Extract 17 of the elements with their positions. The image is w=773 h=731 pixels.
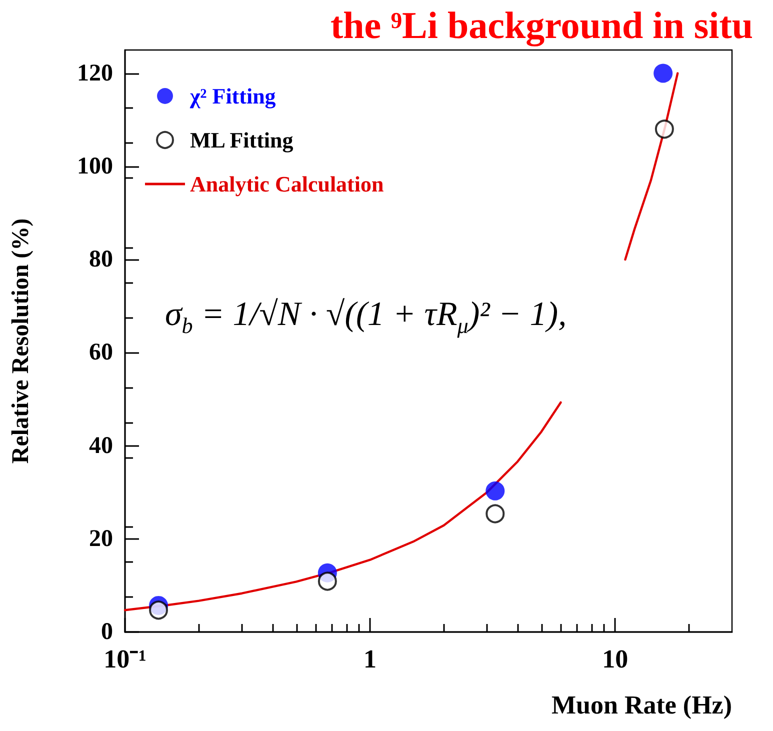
y-tick-label: 80 — [89, 246, 113, 273]
y-tick-label: 120 — [77, 60, 113, 86]
y-tick-label: 100 — [77, 153, 113, 180]
x-tick-label: 1 — [364, 644, 377, 674]
y-axis-title: Relative Resolution (%) — [8, 218, 34, 464]
y-tick-label: 40 — [89, 432, 113, 459]
x-tick-label: 10 — [602, 644, 628, 674]
legend-label: χ² Fitting — [189, 84, 276, 108]
x-axis-title: Muon Rate (Hz) — [551, 690, 732, 720]
chart-title: the ⁹Li background in situ — [330, 4, 753, 48]
annotation: σ$_{b}$ = 1/√N · √((1 + τR$_{μ}$)² − 1), — [165, 296, 567, 339]
y-tick-label: 20 — [89, 526, 113, 552]
x-tick-label: 10⁻¹ — [104, 644, 146, 674]
legend-label: Analytic Calculation — [190, 172, 384, 196]
y-tick-label: 60 — [89, 340, 113, 366]
legend-label: ML Fitting — [190, 128, 294, 152]
y-tick-label: 0 — [101, 619, 113, 645]
